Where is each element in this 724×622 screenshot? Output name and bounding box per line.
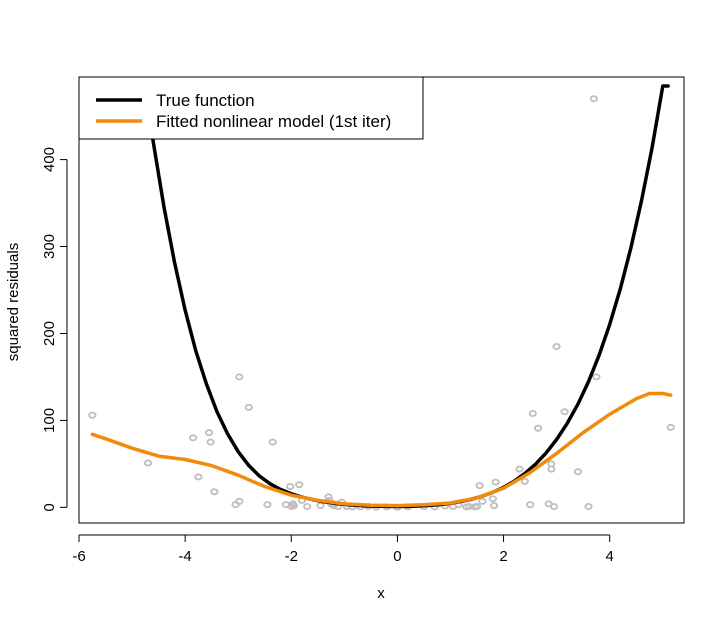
scatter-point bbox=[552, 342, 561, 350]
scatter-point bbox=[489, 502, 499, 510]
scatter-point bbox=[528, 409, 537, 417]
scatter-point bbox=[525, 501, 535, 509]
scatter-point bbox=[560, 408, 569, 416]
scatter-point bbox=[194, 473, 203, 481]
scatter-point bbox=[289, 502, 298, 510]
y-tick-label: 300 bbox=[41, 234, 58, 259]
scatter-point bbox=[515, 465, 524, 473]
scatter-point bbox=[547, 460, 556, 468]
scatter-point bbox=[295, 481, 304, 489]
scatter-point bbox=[584, 502, 593, 510]
scatter-point bbox=[464, 502, 474, 510]
scatter-point bbox=[666, 423, 675, 431]
scatter-point bbox=[204, 429, 214, 437]
scatter-point bbox=[589, 95, 598, 103]
scatter-point bbox=[235, 373, 244, 381]
scatter-point bbox=[286, 482, 295, 490]
scatter-point bbox=[189, 434, 198, 442]
x-tick-label: -6 bbox=[72, 548, 85, 565]
scatter-point bbox=[268, 438, 277, 446]
scatter-point bbox=[316, 502, 325, 510]
legend-label-true-function: True function bbox=[156, 91, 255, 110]
y-axis-label: squared residuals bbox=[5, 243, 22, 361]
scatter-point bbox=[491, 478, 500, 486]
fitted-model-line bbox=[90, 391, 673, 508]
legend-box bbox=[78, 76, 424, 140]
x-tick-label: -4 bbox=[178, 548, 191, 565]
y-tick-label: 100 bbox=[41, 408, 58, 433]
scatter-point bbox=[478, 497, 487, 505]
scatter-point bbox=[549, 502, 559, 510]
y-tick-label: 200 bbox=[41, 321, 58, 346]
x-tick-label: -2 bbox=[285, 548, 298, 565]
scatter-point bbox=[592, 373, 601, 381]
scatter-point bbox=[206, 438, 215, 446]
x-tick-label: 4 bbox=[606, 548, 614, 565]
scatter-point bbox=[475, 482, 484, 490]
scatter-point bbox=[488, 495, 497, 503]
scatter-point bbox=[244, 403, 253, 411]
legend: True function Fitted nonlinear model (1s… bbox=[78, 76, 424, 140]
y-tick-label: 400 bbox=[41, 147, 58, 172]
scatter-point bbox=[324, 493, 333, 501]
legend-label-fitted-model: Fitted nonlinear model (1st iter) bbox=[156, 112, 391, 131]
scatter-point bbox=[235, 497, 244, 505]
scatter-point bbox=[88, 411, 97, 419]
scatter-point bbox=[472, 502, 482, 510]
scatter-point bbox=[210, 488, 219, 496]
x-tick-label: 0 bbox=[393, 548, 401, 565]
axes-layer: -6 -4 -2 0 2 4 0 100 200 300 400 bbox=[41, 147, 614, 565]
scatter-point bbox=[520, 477, 529, 485]
y-tick-label: 0 bbox=[41, 503, 58, 511]
scatter-point bbox=[573, 468, 583, 476]
scatter-point bbox=[303, 502, 312, 510]
plot-layer bbox=[88, 77, 675, 511]
scatter-point bbox=[533, 424, 543, 432]
scatter-point bbox=[143, 459, 153, 467]
scatter-point bbox=[263, 501, 272, 509]
x-axis-label: x bbox=[377, 585, 385, 602]
x-tick-label: 2 bbox=[499, 548, 507, 565]
